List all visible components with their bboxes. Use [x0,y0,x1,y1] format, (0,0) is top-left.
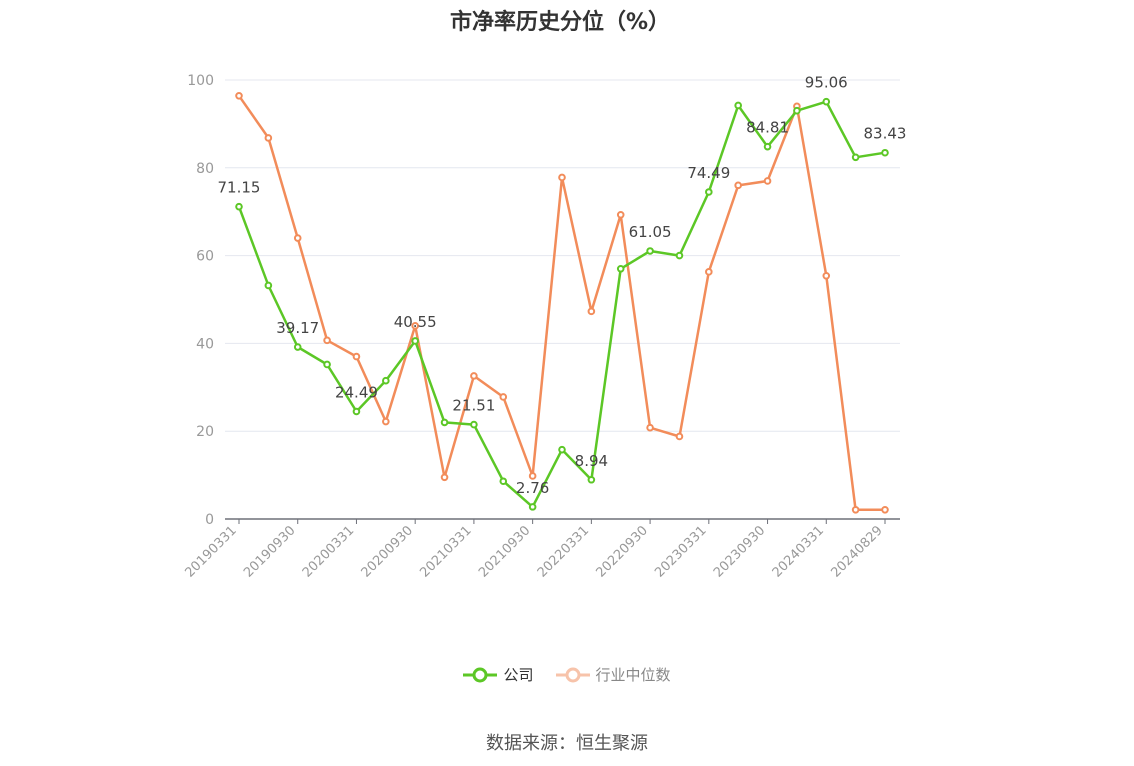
series-1-point [382,417,390,426]
series-1-point [470,372,478,380]
series-0-point [235,202,243,211]
x-tick-label: 20210331 [417,523,474,580]
series-1-point [235,92,243,100]
series-1-point [558,173,566,182]
data-label: 71.15 [218,179,261,197]
data-label: 2.76 [516,479,549,497]
data-label: 95.06 [805,74,848,92]
series-0-point [499,477,508,486]
data-label: 24.49 [335,383,378,401]
x-tick-label: 20220930 [594,523,651,580]
y-tick-label: 40 [196,336,214,352]
series-0-point [382,376,390,385]
data-label: 84.81 [746,119,789,137]
legend-item-industry[interactable]: 行业中位数 [555,664,671,685]
series-1-point [264,134,273,142]
x-tick-label: 20210930 [476,523,533,580]
data-label: 8.94 [575,452,608,470]
series-1-point [411,322,419,330]
data-label: 83.43 [864,125,907,143]
series-0-point [558,445,566,454]
series-0-point [881,148,889,157]
series-1-point [881,505,889,514]
series-0-point [734,101,742,110]
x-tick-label: 20230930 [711,523,768,580]
series-1-point [705,268,713,276]
series-0-point [528,503,537,511]
series-0-point [440,418,449,427]
x-tick-label: 20190930 [241,523,298,580]
data-label: 21.51 [452,397,495,415]
x-tick-label: 20200331 [300,523,357,580]
series-1-point [440,473,449,482]
series-0-point [352,407,361,416]
y-tick-label: 60 [196,249,214,265]
legend-item-company[interactable]: 公司 [463,664,534,685]
x-tick-label: 20190331 [182,523,239,580]
y-tick-label: 20 [196,424,214,440]
series-1-point [734,181,742,190]
data-label: 61.05 [629,223,672,241]
series-points [235,92,889,514]
x-tick-label: 20240331 [770,523,827,580]
data-label: 40.55 [394,313,437,331]
legend-company-label: 公司 [503,666,534,684]
series-1-point [352,352,361,361]
y-tick-label: 80 [196,161,214,177]
legend-company-symbol [463,667,498,682]
legend-industry-symbol [555,667,590,682]
data-label: 39.17 [276,319,319,337]
series-1-point [851,505,860,514]
series-1-point [646,423,654,432]
series-0-point [323,360,331,369]
data-label: 74.49 [687,164,730,182]
x-tick-label: 20240829 [828,523,885,580]
y-axis-ticks: 0 20 40 60 80 100 [187,73,214,528]
series-1-point [587,307,596,316]
series-0-point [793,106,801,115]
y-tick-label: 0 [205,512,214,528]
x-axis-ticks: 20190331 20190930 20200331 20200930 20210331… [182,519,886,581]
series-0-point [470,420,478,429]
x-tick-label: 20230331 [652,523,709,580]
series-0-point [411,337,419,345]
series-1-point [675,432,684,441]
series-1-point [499,393,508,401]
series-1-point [293,234,302,242]
series-1-point [822,271,831,280]
series-0-point [851,153,860,162]
series-0-point [705,188,713,196]
x-tick-label: 20220331 [535,523,592,580]
series-1-point [323,336,331,345]
legend: 公司 行业中位数 [0,664,1134,685]
data-source: 数据来源：恒生聚源 [486,733,648,754]
y-tick-label: 100 [187,73,214,89]
series-0-point [293,343,302,351]
series-0-point [646,247,654,255]
chart-title: 市净率历史分位（%） [449,10,671,35]
series-0-point [616,264,625,273]
series-0-point [675,251,684,260]
legend-industry-label: 行业中位数 [595,666,671,684]
data-labels: 71.15 39.17 24.49 40.55 21.51 2.76 8.94 61.05 74… [218,74,907,497]
series-0-point [587,475,596,484]
series-0-point [763,142,772,151]
x-tick-label: 20200930 [359,523,416,580]
series-0-point [822,97,831,106]
series-1-point [616,210,625,219]
series-1-point [763,177,772,185]
series-1-point [528,472,537,480]
grid-lines [225,79,900,432]
series-0-point [264,281,273,290]
